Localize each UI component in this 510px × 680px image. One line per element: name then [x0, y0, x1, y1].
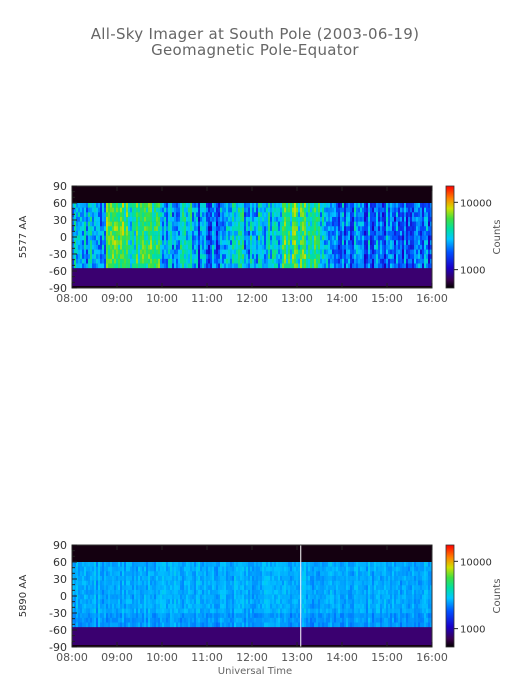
panel-1-ylabel: 5577 AA [18, 216, 29, 259]
x-axis-label: Universal Time [217, 666, 293, 677]
x-tick-label: 12:00 [236, 292, 268, 305]
y-tick-label: -30 [49, 248, 67, 261]
x-tick-label: 13:00 [281, 292, 313, 305]
x-tick-label: 10:00 [146, 292, 178, 305]
x-tick-label: 14:00 [326, 292, 358, 305]
panel-1-heatmap [72, 203, 433, 269]
y-tick-label: -30 [49, 607, 67, 620]
panel-2-lower-strip [72, 627, 432, 645]
x-tick-label: 14:00 [326, 651, 358, 664]
title-line-2: Geomagnetic Pole-Equator [151, 41, 359, 59]
y-tick-label: -90 [49, 641, 67, 654]
x-tick-label: 11:00 [191, 651, 223, 664]
colorbar-tick-label: 1000 [460, 266, 485, 277]
colorbar-tick-label: 10000 [460, 198, 492, 209]
y-tick-label: 90 [53, 180, 67, 193]
y-tick-label: 90 [53, 539, 67, 552]
y-tick-label: 60 [53, 556, 67, 569]
colorbar-tick-label: 10000 [460, 557, 492, 568]
x-tick-label: 08:00 [56, 292, 88, 305]
x-tick-label: 12:00 [236, 651, 268, 664]
y-tick-label: -60 [49, 624, 67, 637]
panel-2-colorbar [445, 544, 455, 648]
y-tick-label: -60 [49, 265, 67, 278]
panel-1-colorbar [445, 185, 455, 289]
x-tick-label: 09:00 [101, 651, 133, 664]
x-tick-label: 15:00 [371, 292, 403, 305]
chart-title: All-Sky Imager at South Pole (2003-06-19… [0, 26, 510, 58]
x-tick-label: 11:00 [191, 292, 223, 305]
x-tick-label: 10:00 [146, 651, 178, 664]
x-tick-label: 13:00 [281, 651, 313, 664]
y-tick-label: 30 [53, 214, 67, 227]
panel-1-colorbar-label: Counts [492, 220, 503, 255]
panel-2-heatmap [72, 562, 433, 628]
y-tick-label: 60 [53, 197, 67, 210]
y-tick-label: 0 [60, 590, 67, 603]
panel-2-colorbar-label: Counts [492, 579, 503, 614]
x-tick-label: 09:00 [101, 292, 133, 305]
x-tick-label: 16:00 [416, 292, 448, 305]
y-tick-label: 30 [53, 573, 67, 586]
panel-2-ylabel: 5890 AA [18, 575, 29, 618]
x-tick-label: 16:00 [416, 651, 448, 664]
x-tick-label: 08:00 [56, 651, 88, 664]
colorbar-tick-label: 1000 [460, 625, 485, 636]
panel-1-lower-strip [72, 268, 432, 286]
y-tick-label: -90 [49, 282, 67, 295]
x-tick-label: 15:00 [371, 651, 403, 664]
title-line-1: All-Sky Imager at South Pole (2003-06-19… [90, 25, 420, 43]
y-tick-label: 0 [60, 231, 67, 244]
